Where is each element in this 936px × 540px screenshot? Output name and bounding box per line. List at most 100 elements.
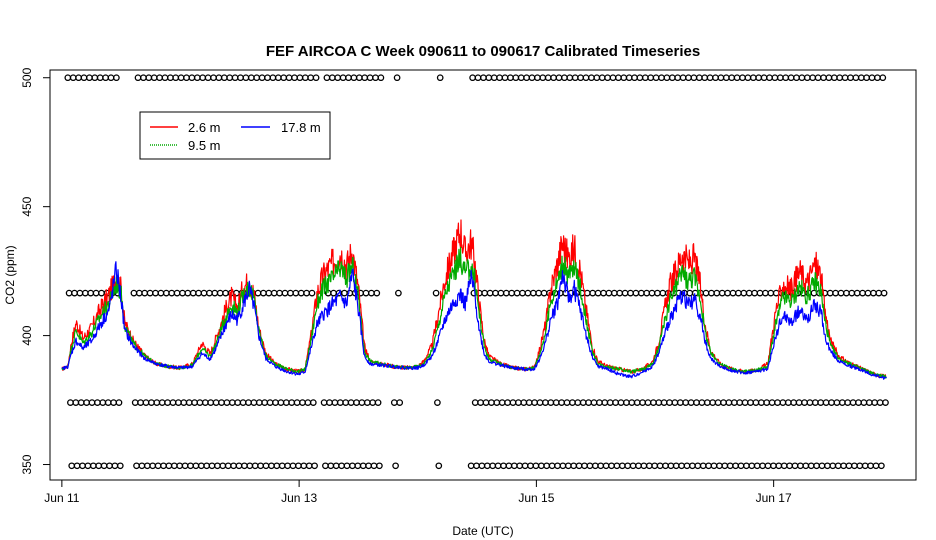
calibration-marker: [864, 289, 872, 297]
calibration-marker: [350, 74, 358, 82]
calibration-marker: [616, 289, 624, 297]
calibration-marker: [204, 74, 212, 82]
calibration-marker: [874, 74, 881, 82]
calibration-marker: [519, 289, 526, 297]
calibration-marker: [164, 399, 171, 406]
calibration-marker: [297, 289, 305, 297]
calibration-marker: [712, 74, 719, 82]
calibration-marker: [563, 399, 571, 406]
calibration-marker: [797, 462, 804, 470]
calibration-marker: [73, 462, 81, 470]
calibration-marker: [292, 289, 300, 297]
calibration-marker: [633, 399, 641, 406]
calibration-markers: [64, 74, 889, 470]
calibration-marker: [698, 399, 706, 406]
calibration-marker: [849, 399, 857, 406]
calibration-marker: [189, 289, 197, 297]
calibration-marker: [729, 289, 737, 297]
calibration-marker: [710, 462, 718, 470]
calibration-marker: [396, 399, 404, 406]
calibration-marker: [722, 74, 730, 82]
calibration-marker: [368, 289, 375, 297]
calibration-marker: [588, 74, 595, 82]
calibration-marker: [671, 399, 679, 406]
calibration-marker: [435, 462, 443, 470]
calibration-marker: [250, 399, 258, 406]
calibration-marker: [157, 289, 165, 297]
calibration-marker: [516, 462, 524, 470]
calibration-marker: [307, 74, 315, 82]
calibration-marker: [372, 74, 379, 82]
calibration-marker: [176, 462, 184, 470]
calibration-marker: [152, 289, 159, 297]
calibration-marker: [490, 74, 498, 82]
calibration-marker: [767, 289, 775, 297]
calibration-marker: [377, 74, 385, 82]
calibration-marker: [824, 462, 831, 470]
calibration-marker: [148, 399, 155, 406]
calibration-marker: [309, 399, 317, 406]
calibration-marker: [169, 399, 177, 406]
calibration-marker: [590, 399, 598, 406]
calibration-marker: [647, 74, 655, 82]
calibration-marker: [111, 462, 119, 470]
calibration-marker: [871, 399, 879, 406]
calibration-marker: [867, 462, 874, 470]
calibration-marker: [593, 74, 601, 82]
calibration-marker: [293, 399, 301, 406]
calibration-marker: [255, 399, 263, 406]
calibration-marker: [185, 399, 193, 406]
calibration-marker: [486, 289, 494, 297]
calibration-marker: [354, 462, 362, 470]
calibration-marker: [577, 74, 584, 82]
calibration-marker: [79, 462, 86, 470]
calibration-marker: [501, 74, 509, 82]
calibration-marker: [285, 74, 293, 82]
calibration-marker: [659, 289, 667, 297]
calibration-marker: [825, 74, 833, 82]
calibration-marker: [728, 74, 736, 82]
calibration-marker: [537, 462, 545, 470]
calibration-marker: [130, 289, 138, 297]
calibration-marker: [156, 74, 163, 82]
calibration-marker: [179, 289, 186, 297]
calibration-marker: [795, 399, 803, 406]
calibration-marker: [94, 399, 101, 406]
calibration-marker: [610, 289, 618, 297]
calibration-marker: [708, 289, 715, 297]
calibration-marker: [81, 289, 89, 297]
calibration-marker: [504, 399, 511, 406]
x-axis-label: Date (UTC): [452, 524, 513, 538]
calibration-marker: [161, 74, 169, 82]
calibration-marker: [115, 399, 123, 406]
calibration-marker: [625, 74, 633, 82]
calibration-marker: [342, 399, 350, 406]
calibration-marker: [627, 289, 634, 297]
calibration-marker: [802, 462, 810, 470]
calibration-marker: [621, 289, 629, 297]
calibration-marker: [467, 462, 475, 470]
calibration-marker: [882, 399, 889, 406]
calibration-marker: [574, 399, 582, 406]
legend-label-17-8m: 17.8 m: [281, 120, 321, 135]
calibration-marker: [260, 289, 267, 297]
calibration-marker: [666, 399, 673, 406]
calibration-marker: [334, 74, 342, 82]
calibration-marker: [833, 399, 841, 406]
calibration-marker: [717, 74, 725, 82]
calibration-marker: [241, 462, 248, 470]
calibration-marker: [834, 462, 842, 470]
calibration-marker: [133, 462, 140, 470]
calibration-marker: [817, 399, 825, 406]
calibration-marker: [303, 289, 310, 297]
calibration-marker: [872, 462, 880, 470]
calibration-marker: [192, 462, 200, 470]
calibration-marker: [818, 462, 826, 470]
calibration-marker: [234, 399, 242, 406]
calibration-marker: [153, 399, 161, 406]
calibration-marker: [635, 462, 642, 470]
plot-frame: [49, 69, 917, 481]
calibration-marker: [791, 462, 799, 470]
calibration-marker: [531, 399, 538, 406]
x-tick-label: Jun 11: [44, 491, 79, 505]
